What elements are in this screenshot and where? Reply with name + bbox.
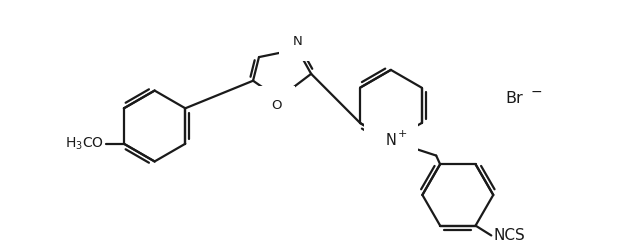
- Text: O: O: [271, 100, 282, 112]
- Text: −: −: [531, 85, 542, 99]
- Text: Br: Br: [505, 91, 523, 106]
- Text: N: N: [292, 35, 302, 48]
- Text: N: N: [385, 133, 396, 148]
- Text: +: +: [398, 129, 408, 139]
- Text: NCS: NCS: [493, 228, 525, 243]
- Text: H$_3$CO: H$_3$CO: [65, 135, 104, 152]
